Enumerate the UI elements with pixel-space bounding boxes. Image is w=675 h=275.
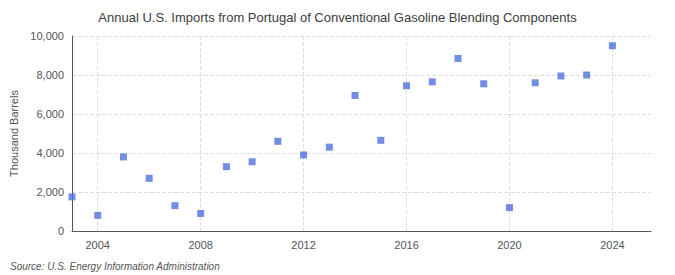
- svg-text:2,000: 2,000: [36, 186, 64, 198]
- svg-text:Source: U.S. Energy Informatio: Source: U.S. Energy Information Administ…: [10, 261, 220, 272]
- svg-text:4,000: 4,000: [36, 147, 64, 159]
- svg-text:8,000: 8,000: [36, 69, 64, 81]
- svg-text:2004: 2004: [85, 239, 109, 251]
- svg-text:2008: 2008: [188, 239, 212, 251]
- svg-text:0: 0: [58, 225, 64, 237]
- svg-text:2020: 2020: [497, 239, 521, 251]
- svg-text:Thousand Barrels: Thousand Barrels: [8, 90, 20, 177]
- svg-text:6,000: 6,000: [36, 108, 64, 120]
- svg-text:2016: 2016: [394, 239, 418, 251]
- svg-text:2012: 2012: [291, 239, 315, 251]
- svg-text:2024: 2024: [600, 239, 624, 251]
- svg-text:Annual U.S. Imports from Portu: Annual U.S. Imports from Portugal of Con…: [98, 10, 577, 25]
- svg-text:10,000: 10,000: [30, 30, 64, 42]
